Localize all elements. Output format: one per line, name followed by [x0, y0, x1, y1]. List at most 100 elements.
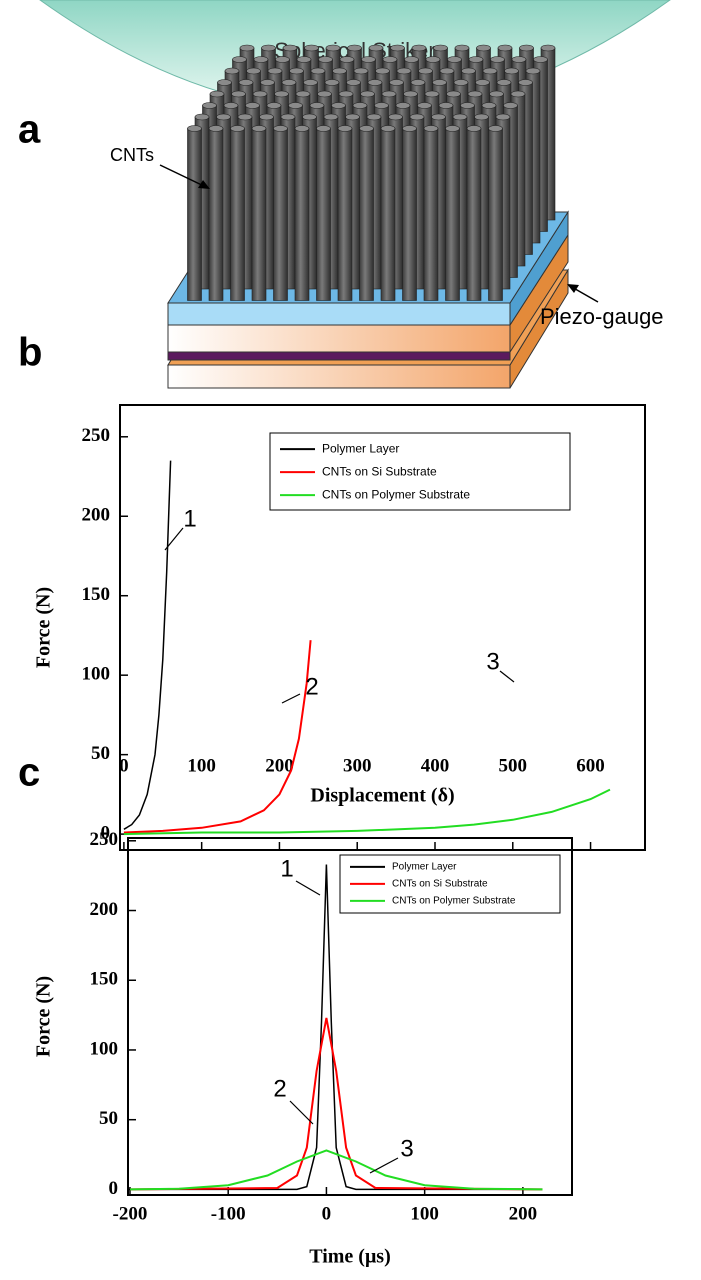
nanotube-cap — [452, 113, 468, 121]
y-tick-label: 200 — [90, 899, 119, 920]
annotation-leader — [369, 1157, 399, 1174]
nanotube-cap — [288, 102, 303, 109]
nanotube-cap — [518, 79, 533, 86]
nanotube-cap — [332, 67, 347, 75]
annotation: 3 — [486, 648, 499, 675]
nanotube-cap — [388, 113, 403, 121]
nanotube — [251, 128, 267, 301]
plot-frame — [119, 404, 646, 851]
panel-label: a — [18, 108, 41, 152]
nanotube-cap — [338, 90, 354, 98]
nanotube-cap — [482, 67, 498, 75]
annotation: 2 — [305, 673, 318, 700]
nanotube-cap — [281, 79, 297, 86]
nanotube-cap — [266, 102, 282, 109]
nanotube-cap — [418, 67, 433, 75]
nanotube-cap — [409, 113, 425, 121]
nanotube-cap — [389, 79, 404, 86]
nanotube-cap — [423, 125, 439, 132]
nanotube-cap — [360, 90, 375, 98]
nanotube-cap — [294, 125, 310, 132]
nanotube-cap — [303, 79, 318, 86]
legend-label: CNTs on Si Substrate — [322, 464, 437, 478]
legend-box — [339, 854, 561, 914]
nanotube-cap — [310, 67, 326, 75]
nanotube-cap — [446, 90, 461, 98]
nanotube-cap — [289, 67, 304, 75]
series-line — [123, 640, 312, 834]
nanotube-cap — [490, 56, 505, 63]
annotation-leader — [281, 693, 301, 704]
piezo-label: Piezo-gauge — [540, 304, 664, 329]
x-tick-label: 100 — [410, 1203, 439, 1224]
legend-label: Polymer Layer — [392, 862, 457, 873]
nanotube-cap — [495, 113, 511, 121]
nanotube — [359, 128, 374, 301]
nanotube-cap — [295, 90, 311, 98]
nanotube — [294, 128, 310, 301]
nanotube-cap — [345, 113, 360, 121]
nanotube-cap — [475, 79, 490, 86]
nanotube-cap — [238, 79, 254, 86]
nanotube-cap — [318, 56, 333, 63]
nanotube-cap — [481, 102, 497, 109]
nanotube-cap — [361, 56, 376, 63]
y-tick-label: 150 — [90, 969, 119, 990]
annotation-leader — [289, 1100, 314, 1125]
cnt-label: CNTs — [110, 145, 154, 165]
x-tick-label: -100 — [211, 1203, 246, 1224]
series-line — [130, 864, 543, 1191]
nanotube — [230, 128, 245, 301]
nanotube-cap — [410, 79, 426, 86]
nanotube-cap — [274, 90, 289, 98]
nanotube-cap — [375, 67, 390, 75]
nanotube-cap — [533, 56, 548, 63]
nanotube-cap — [275, 56, 290, 63]
x-tick-label: 0 — [322, 1203, 332, 1224]
series-line — [129, 1017, 543, 1191]
nanotube-cap — [324, 79, 340, 86]
x-tick-label: 600 — [576, 755, 605, 776]
nanotube-cap — [474, 113, 489, 121]
nanotube-cap — [261, 44, 276, 52]
nanotube-cap — [445, 125, 460, 132]
nanotube-cap — [217, 79, 232, 86]
x-tick-label: 400 — [421, 755, 450, 776]
nanotube-cap — [309, 102, 325, 109]
nanotube-cap — [237, 113, 253, 121]
legend-label: CNTs on Si Substrate — [392, 879, 488, 890]
nanotube-cap — [353, 67, 369, 75]
nanotube-cap — [519, 44, 534, 52]
nanotube-cap — [476, 44, 491, 52]
nanotube-cap — [208, 125, 224, 132]
nanotube-cap — [503, 102, 518, 109]
y-tick-label: 150 — [82, 584, 111, 605]
nanotube-cap — [438, 102, 454, 109]
annotation-leader — [295, 880, 321, 896]
y-tick-label: 250 — [82, 425, 111, 446]
nanotube-cap — [540, 44, 556, 52]
y-tick-label: 200 — [82, 505, 111, 526]
nanotube-cap — [296, 56, 312, 63]
nanotube-cap — [331, 102, 346, 109]
nanotube-cap — [454, 44, 470, 52]
nanotube-cap — [461, 67, 476, 75]
x-tick-label: 500 — [499, 755, 528, 776]
nanotube-cap — [273, 125, 288, 132]
nanotube-cap — [187, 125, 202, 132]
nanotube-cap — [346, 79, 361, 86]
nanotube-cap — [267, 67, 283, 75]
nanotube-cap — [382, 56, 398, 63]
arrow-head — [567, 284, 579, 293]
nanotube-cap — [404, 56, 419, 63]
y-tick-label: 100 — [82, 664, 111, 685]
nanotube-cap — [403, 90, 418, 98]
nanotube — [187, 128, 202, 301]
nanotube-cap — [496, 79, 512, 86]
nanotube-cap — [282, 44, 298, 52]
nanotube-cap — [488, 125, 503, 132]
nanotube — [445, 128, 460, 301]
x-tick-label: 200 — [509, 1203, 538, 1224]
